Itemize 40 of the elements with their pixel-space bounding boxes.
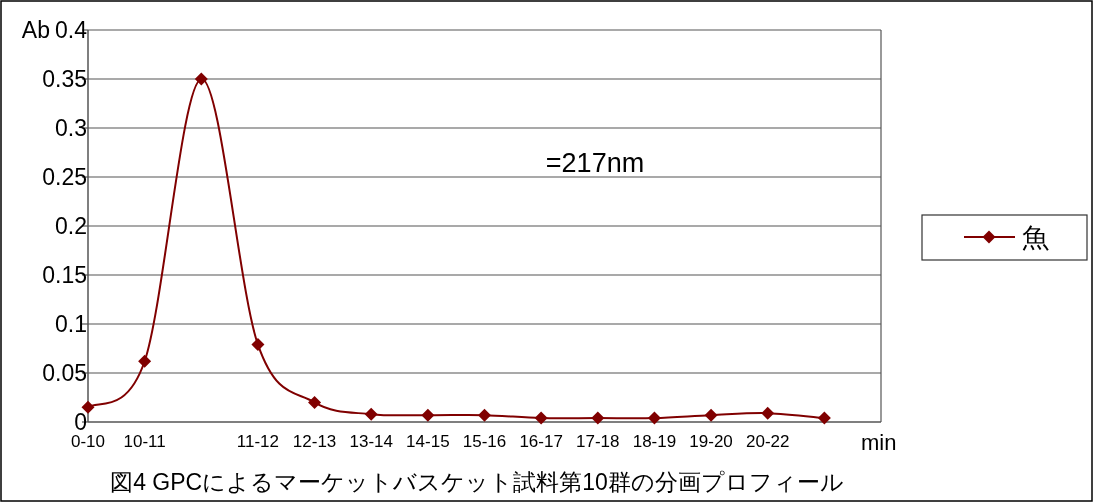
x-tick-label: 0-10: [70, 432, 106, 451]
point: [647, 411, 661, 425]
x-tick-label: 10-11: [123, 432, 166, 451]
point: [478, 408, 491, 422]
point: [308, 395, 322, 409]
point: [251, 338, 265, 352]
point: [138, 354, 152, 368]
text: 図4 GPCによるマーケットバスケット試料第10群の分画プロフィール: [110, 469, 844, 495]
y-tick-label: 0.35: [42, 66, 87, 92]
y-tick-label: 0.15: [42, 262, 87, 288]
x-tick-label: 17-18: [576, 432, 620, 451]
point: [81, 400, 95, 414]
y-tick-label: 0.1: [55, 311, 87, 337]
x-tick-label: 12-13: [292, 432, 337, 451]
x-tick-label: 13-14: [349, 432, 393, 451]
x-tick-label: 11-12: [236, 432, 280, 451]
point: [761, 406, 775, 420]
point: [421, 408, 435, 422]
point: [817, 411, 831, 425]
point: [364, 407, 378, 421]
x-tick-label: 16-17: [519, 432, 563, 451]
point: [591, 411, 605, 425]
x-tick-label: 15-16: [462, 432, 507, 451]
x-tick-label: 20-22: [745, 432, 790, 451]
point: [704, 408, 718, 422]
annotation: =217nm: [545, 148, 645, 178]
x-axis-title: min: [861, 430, 897, 455]
point: [194, 72, 208, 86]
y-tick-label: 0.3: [55, 115, 87, 141]
y-tick-label: 0.05: [42, 360, 87, 386]
y-tick-label: 0.25: [42, 164, 87, 190]
point: [534, 411, 548, 425]
x-tick-label: 19-20: [689, 432, 733, 451]
y-tick-label: 0.2: [55, 213, 87, 239]
y-axis-title: Ab: [21, 17, 50, 43]
legend-label: 魚: [1022, 223, 1049, 253]
y-tick-label: 0: [74, 409, 87, 435]
x-tick-label: 18-19: [632, 432, 677, 451]
x-tick-label: 14-15: [406, 432, 450, 451]
y-tick-label: 0.4: [55, 17, 88, 43]
